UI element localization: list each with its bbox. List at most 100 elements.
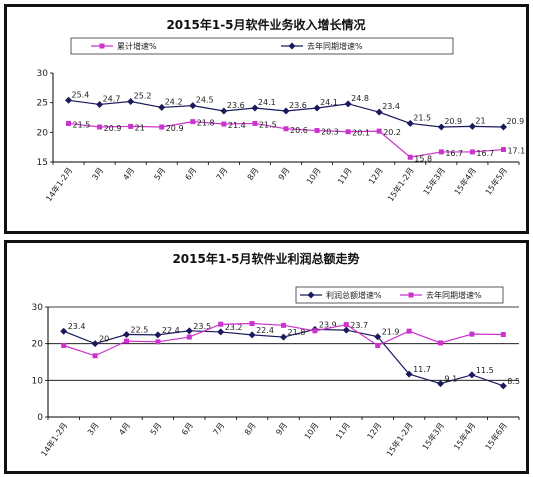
data-point — [345, 129, 351, 135]
data-point — [469, 331, 475, 337]
data-point — [282, 107, 290, 115]
data-point — [438, 340, 443, 346]
data-point — [190, 119, 196, 125]
data-point — [96, 100, 104, 108]
revenue-growth-chart: 2015年1-5月软件业务收入增长情况 累计增速% 去年同期增速% 15 20 25 3… — [37, 17, 526, 203]
data-point — [155, 339, 161, 345]
data-point — [281, 322, 286, 328]
data-point — [343, 322, 349, 328]
data-label: 20.9 — [506, 117, 524, 126]
data-label: 25.4 — [72, 90, 90, 99]
data-label: 23.6 — [289, 101, 307, 110]
data-point — [92, 353, 98, 359]
x-tick-label: 8月 — [243, 421, 258, 437]
data-point — [186, 334, 192, 340]
data-label: 21.5 — [413, 113, 431, 122]
data-label: 11.5 — [476, 366, 494, 375]
data-label: 20.3 — [321, 128, 339, 137]
legend-label: 去年同期增速% — [426, 290, 482, 300]
data-point — [154, 331, 162, 339]
x-tick-label: 11月 — [334, 421, 352, 441]
data-label: 23.6 — [227, 101, 245, 110]
data-point — [342, 326, 350, 334]
data-label: 24.7 — [103, 94, 121, 103]
legend: 累计增速% 去年同期增速% — [91, 41, 363, 51]
data-point — [406, 119, 414, 127]
legend-marker — [408, 292, 414, 298]
data-point — [468, 122, 476, 130]
data-point — [375, 108, 383, 116]
y-tick-label: 10 — [32, 376, 44, 386]
data-label: 20 — [99, 335, 109, 344]
data-point — [499, 123, 507, 131]
data-label: 21.9 — [382, 328, 400, 337]
data-label: 25.2 — [134, 91, 152, 100]
data-point — [217, 328, 225, 336]
data-label: 20.2 — [383, 128, 401, 137]
y-tick-label: 15 — [37, 158, 48, 168]
data-point — [313, 104, 321, 112]
data-label: 21.5 — [259, 120, 277, 129]
data-label: 16.7 — [445, 149, 463, 158]
data-label: 23.9 — [319, 320, 337, 329]
x-tick-label: 15年5月 — [483, 165, 509, 196]
data-label: 20.6 — [290, 126, 308, 135]
data-label: 20.9 — [444, 117, 462, 126]
data-point — [437, 380, 444, 388]
x-tick-label: 6月 — [180, 421, 195, 437]
x-tick-label: 6月 — [184, 166, 199, 182]
data-label: 21.4 — [228, 121, 246, 130]
x-tick-label: 14年1-2月 — [39, 420, 70, 458]
data-label: 24.5 — [196, 96, 214, 105]
x-tick-label: 7月 — [215, 166, 230, 182]
data-point — [438, 149, 444, 155]
x-tick-label: 12月 — [367, 166, 385, 186]
data-label: 9.1 — [445, 375, 458, 384]
x-tick-label: 4月 — [117, 421, 132, 437]
data-label: 21.8 — [197, 119, 215, 128]
x-tick-label: 15年3月 — [421, 165, 447, 196]
data-point — [437, 123, 445, 131]
data-point — [375, 343, 381, 348]
legend-marker — [288, 42, 296, 50]
data-label: 20.9 — [104, 124, 122, 133]
data-point — [159, 124, 165, 130]
data-point — [220, 107, 228, 115]
data-label: 23.4 — [68, 322, 86, 331]
legend-label: 累计增速% — [117, 41, 157, 51]
legend: 利润总额增速% 去年同期增速% — [300, 290, 482, 300]
data-label: 24.2 — [165, 97, 183, 106]
x-tick-label: 5月 — [152, 166, 167, 182]
data-point — [189, 102, 197, 110]
x-tick-label: 15年4月 — [452, 165, 478, 196]
x-tick-label: 15年6月 — [483, 420, 509, 451]
profit-trend-chart-panel: 2015年1-5月软件业利润总额走势 利润总额增速% 去年同期增速% 0 10 20 3… — [4, 240, 529, 474]
data-label: 23.4 — [382, 102, 400, 111]
data-label: 21.5 — [73, 120, 91, 129]
legend-box — [70, 37, 454, 55]
series-group: 23.4 20 22.5 22.4 23.5 23.2 22.4 21.8 23.9 23.7 21… — [60, 320, 520, 390]
data-point — [312, 328, 318, 334]
x-tick-label: 4月 — [121, 166, 136, 182]
legend-label: 去年同期增速% — [307, 41, 363, 51]
data-point — [123, 331, 130, 338]
data-point — [91, 340, 99, 348]
data-point — [185, 327, 193, 335]
data-point — [158, 103, 166, 111]
data-label: 24.1 — [258, 98, 276, 107]
data-point — [499, 382, 507, 390]
legend-box — [295, 286, 504, 304]
data-point — [468, 371, 476, 379]
y-tick-label: 0 — [37, 413, 43, 423]
data-label: 24.8 — [351, 94, 369, 103]
data-point — [249, 321, 255, 326]
data-label: 21 — [135, 123, 145, 132]
x-tick-label: 9月 — [277, 166, 292, 182]
data-label: 23.5 — [193, 322, 211, 331]
legend-marker — [99, 43, 105, 49]
chart-title: 2015年1-5月软件业务收入增长情况 — [166, 17, 365, 32]
x-tick-label: 3月 — [86, 421, 101, 437]
data-point — [283, 126, 289, 132]
data-point — [376, 128, 382, 134]
